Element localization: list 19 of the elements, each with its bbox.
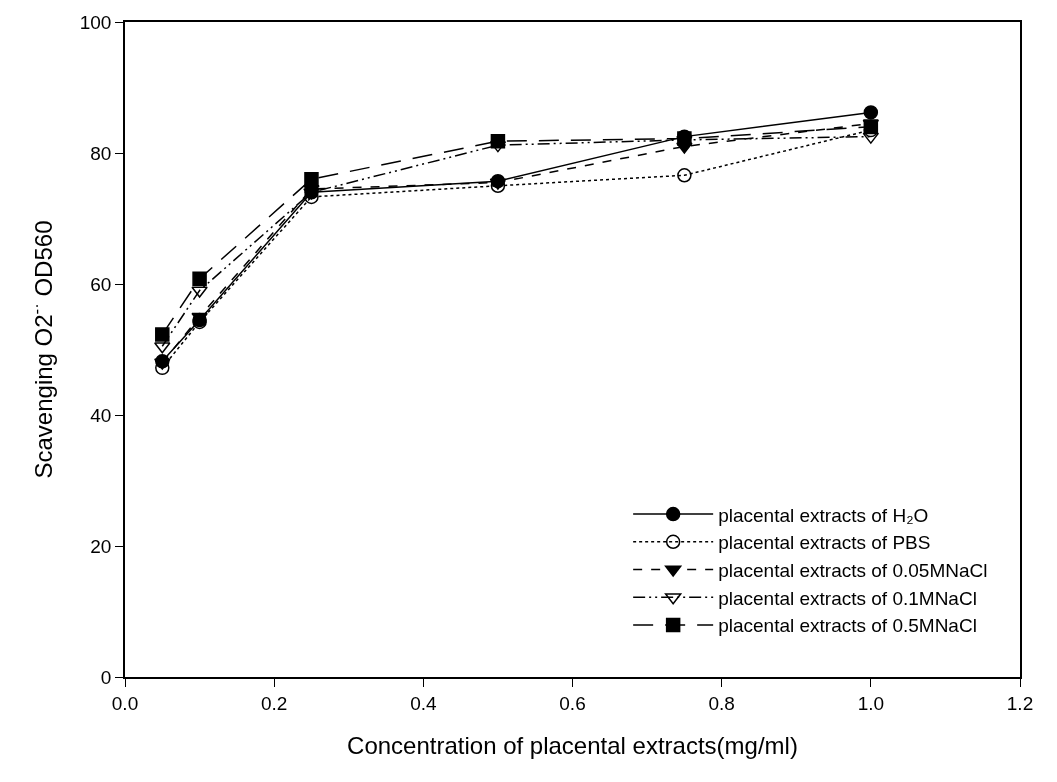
x-tick-label: 0.0 bbox=[111, 692, 139, 714]
legend-label: placental extracts of 0.1MNaCl bbox=[718, 587, 977, 609]
x-tick-label: 0.6 bbox=[559, 692, 586, 714]
legend-label: placental extracts of 0.5MNaCl bbox=[718, 615, 977, 637]
y-tick-label: 80 bbox=[90, 142, 112, 164]
legend-label: placental extracts of 0.05MNaCl bbox=[718, 559, 988, 581]
y-tick-label: 20 bbox=[90, 535, 112, 557]
y-tick-label: 100 bbox=[79, 11, 112, 33]
x-tick-label: 0.4 bbox=[410, 692, 437, 714]
x-tick-label: 0.2 bbox=[260, 692, 288, 714]
legend-label: placental extracts of H₂O bbox=[718, 504, 929, 526]
x-axis-title: Concentration of placental extracts(mg/ml) bbox=[347, 732, 798, 760]
y-tick-label: 60 bbox=[90, 273, 112, 295]
y-tick-label: 0 bbox=[100, 666, 112, 688]
x-tick-label: 1.2 bbox=[1006, 692, 1034, 714]
x-tick-label: 1.0 bbox=[857, 692, 885, 714]
y-tick-label: 40 bbox=[90, 404, 112, 426]
x-tick-label: 0.8 bbox=[708, 692, 735, 714]
legend-label: placental extracts of PBS bbox=[718, 532, 931, 554]
